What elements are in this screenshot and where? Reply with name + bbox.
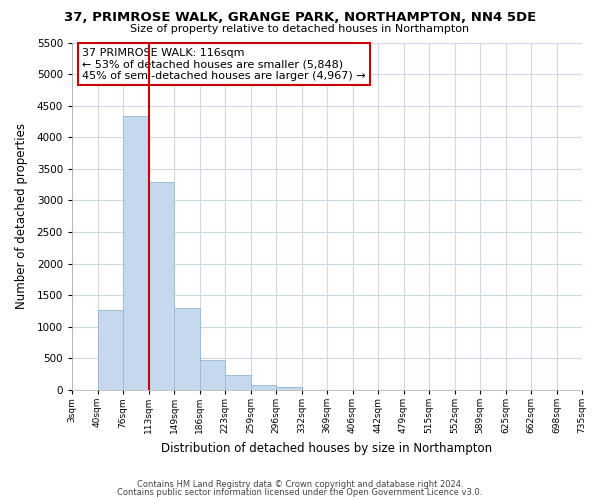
X-axis label: Distribution of detached houses by size in Northampton: Distribution of detached houses by size …	[161, 442, 493, 454]
Text: 37 PRIMROSE WALK: 116sqm
← 53% of detached houses are smaller (5,848)
45% of sem: 37 PRIMROSE WALK: 116sqm ← 53% of detach…	[82, 48, 366, 81]
Bar	[123, 116, 149, 390]
Bar	[251, 385, 276, 390]
Bar	[199, 360, 225, 390]
Bar	[225, 375, 251, 390]
Text: Size of property relative to detached houses in Northampton: Size of property relative to detached ho…	[130, 24, 470, 34]
Y-axis label: Number of detached properties: Number of detached properties	[16, 123, 28, 309]
Bar	[97, 310, 123, 390]
Text: 37, PRIMROSE WALK, GRANGE PARK, NORTHAMPTON, NN4 5DE: 37, PRIMROSE WALK, GRANGE PARK, NORTHAMP…	[64, 11, 536, 24]
Text: Contains public sector information licensed under the Open Government Licence v3: Contains public sector information licen…	[118, 488, 482, 497]
Bar	[149, 182, 174, 390]
Bar	[276, 388, 302, 390]
Bar	[174, 308, 199, 390]
Text: Contains HM Land Registry data © Crown copyright and database right 2024.: Contains HM Land Registry data © Crown c…	[137, 480, 463, 489]
